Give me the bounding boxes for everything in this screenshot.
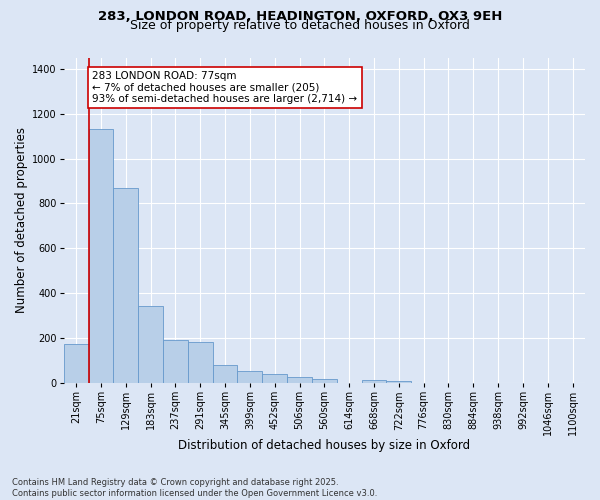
Bar <box>262 374 287 383</box>
Text: Size of property relative to detached houses in Oxford: Size of property relative to detached ho… <box>130 19 470 32</box>
Bar <box>212 365 238 383</box>
X-axis label: Distribution of detached houses by size in Oxford: Distribution of detached houses by size … <box>178 440 470 452</box>
Bar <box>113 188 138 383</box>
Bar <box>188 342 212 383</box>
Y-axis label: Number of detached properties: Number of detached properties <box>15 128 28 314</box>
Bar <box>238 371 262 383</box>
Bar <box>89 130 113 383</box>
Text: 283 LONDON ROAD: 77sqm
← 7% of detached houses are smaller (205)
93% of semi-det: 283 LONDON ROAD: 77sqm ← 7% of detached … <box>92 71 358 104</box>
Bar <box>386 382 411 383</box>
Bar <box>287 377 312 383</box>
Bar <box>64 344 89 383</box>
Bar <box>362 380 386 383</box>
Text: 283, LONDON ROAD, HEADINGTON, OXFORD, OX3 9EH: 283, LONDON ROAD, HEADINGTON, OXFORD, OX… <box>98 10 502 23</box>
Bar <box>312 379 337 383</box>
Bar <box>163 340 188 383</box>
Bar <box>138 306 163 383</box>
Text: Contains HM Land Registry data © Crown copyright and database right 2025.
Contai: Contains HM Land Registry data © Crown c… <box>12 478 377 498</box>
